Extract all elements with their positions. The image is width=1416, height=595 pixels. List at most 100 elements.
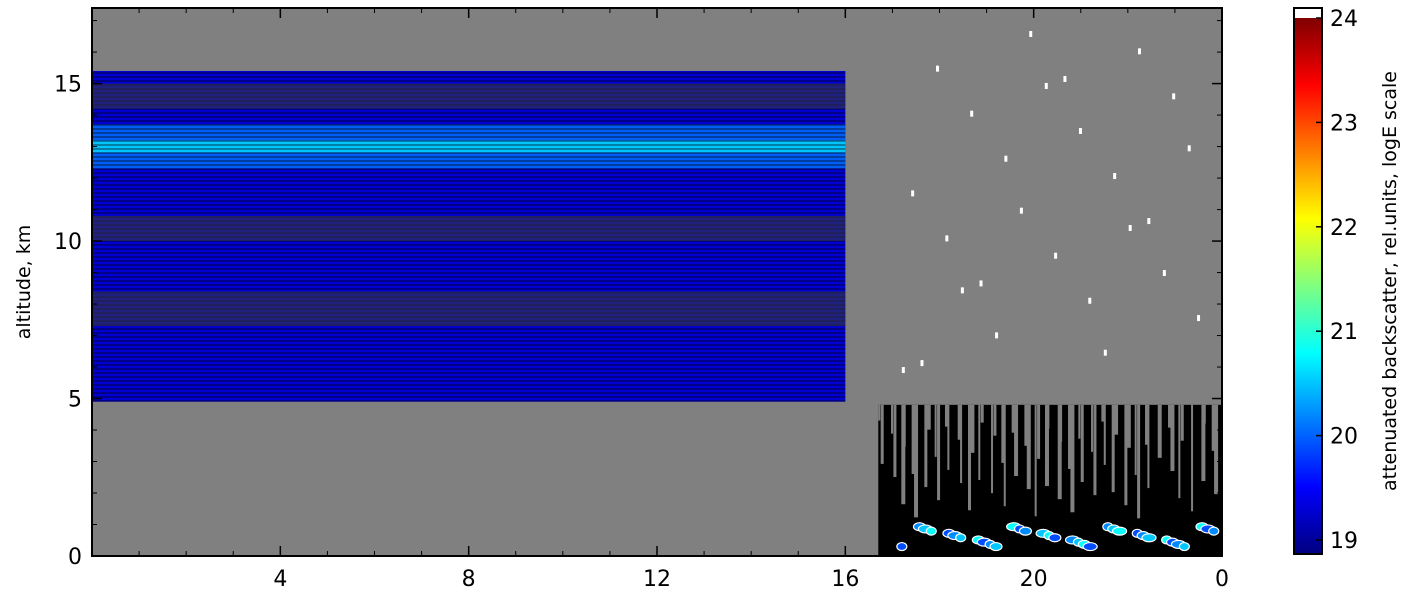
sparse-point xyxy=(1187,145,1191,152)
boundary-spike xyxy=(1026,404,1031,490)
colorbar-label: attenuated backscatter, rel.units, logE … xyxy=(1379,71,1401,491)
colorbar-ticks: 19 20 21 22 23 24 xyxy=(1316,7,1358,554)
sparse-point xyxy=(1063,76,1067,83)
sparse-point xyxy=(1004,155,1008,162)
cloud-spot xyxy=(955,533,967,543)
cloud-spot xyxy=(1141,533,1157,543)
sparse-point xyxy=(979,280,983,287)
boundary-spike xyxy=(1157,404,1162,458)
boundary-spike xyxy=(1034,404,1037,517)
boundary-spike xyxy=(1126,404,1131,448)
x-tick-label: 16 xyxy=(831,567,859,592)
layer-gap-1 xyxy=(92,291,846,327)
boundary-spike xyxy=(1103,404,1106,465)
boundary-spike xyxy=(1078,404,1081,439)
boundary-spike xyxy=(1047,404,1050,429)
y-axis: 0 5 10 15 xyxy=(54,20,1222,570)
boundary-spike xyxy=(1201,404,1206,482)
sparse-point xyxy=(1029,30,1033,37)
boundary-spike xyxy=(1111,404,1115,493)
sparse-point xyxy=(960,287,964,294)
boundary-spike xyxy=(1060,404,1063,442)
boundary-spike xyxy=(1214,404,1219,495)
sparse-point xyxy=(945,235,949,242)
boundary-spike xyxy=(1211,404,1215,451)
sparse-point xyxy=(1197,315,1201,322)
cloud-spot xyxy=(1111,526,1128,536)
boundary-spike xyxy=(880,404,884,464)
cloud-spot xyxy=(989,541,1003,552)
boundary-spike xyxy=(980,404,984,423)
colorbar-tick-label: 21 xyxy=(1330,320,1358,345)
cloud-spot xyxy=(1018,526,1033,536)
sparse-point xyxy=(1113,173,1117,180)
colorbar-tick-label: 19 xyxy=(1330,529,1358,554)
boundary-spike xyxy=(1147,404,1150,489)
boundary-spike xyxy=(993,404,997,436)
boundary-spike xyxy=(991,404,994,494)
boundary-spike xyxy=(960,404,963,484)
boundary-spike xyxy=(970,404,975,453)
boundary-spike xyxy=(1080,404,1084,483)
colorbar-tick-label: 20 xyxy=(1330,425,1358,450)
boundary-spike xyxy=(1134,404,1137,475)
y-tick-label: 5 xyxy=(68,388,82,413)
x-tick-label: 0 xyxy=(1215,567,1229,592)
boundary-spike xyxy=(1178,404,1181,499)
x-axis: 4 8 12 16 20 0 xyxy=(138,8,1229,592)
x-tick-label: 8 xyxy=(462,567,476,592)
sparse-point xyxy=(901,367,905,374)
sparse-point xyxy=(1103,349,1107,356)
boundary-spike xyxy=(1145,404,1150,445)
cloud-spot xyxy=(1208,526,1220,536)
boundary-spike xyxy=(1191,404,1194,512)
sparse-point xyxy=(1138,48,1142,55)
boundary-spike xyxy=(1011,404,1015,433)
sparse-point xyxy=(970,110,974,117)
y-tick-label: 10 xyxy=(54,230,82,255)
boundary-spike xyxy=(1091,404,1094,452)
sparse-point xyxy=(1162,270,1166,277)
sparse-point xyxy=(1078,127,1082,134)
sparse-point xyxy=(911,190,915,197)
colorbar-tick-label: 23 xyxy=(1330,111,1358,136)
boundary-spike xyxy=(1014,404,1019,477)
sparse-point xyxy=(1147,218,1151,225)
boundary-spike xyxy=(1101,404,1106,422)
colorbar xyxy=(1294,18,1322,554)
boundary-spike xyxy=(1093,404,1097,496)
boundary-spike xyxy=(1180,404,1184,441)
sparse-point xyxy=(936,65,940,72)
boundary-spike xyxy=(891,404,894,434)
y-tick-label: 0 xyxy=(68,545,82,570)
boundary-spike xyxy=(901,404,906,505)
colorbar-frame xyxy=(1293,7,1323,555)
sparse-point xyxy=(995,332,999,339)
layer-gap-0 xyxy=(92,83,846,109)
heatmap-layers xyxy=(92,30,1222,556)
boundary-spike xyxy=(1044,404,1049,487)
sparse-point xyxy=(920,360,924,367)
sparse-point xyxy=(1054,252,1058,259)
sparse-point xyxy=(1044,82,1048,89)
colorbar-white-cap xyxy=(1294,8,1322,18)
boundary-spike xyxy=(1168,404,1172,428)
sparse-point xyxy=(1019,207,1023,214)
cloud-spot xyxy=(925,526,937,536)
boundary-spike xyxy=(1203,404,1206,424)
sparse-point xyxy=(1172,93,1176,100)
boundary-spike xyxy=(1068,404,1072,469)
boundary-spike xyxy=(911,404,915,474)
boundary-spike xyxy=(1003,404,1006,507)
boundary-spike xyxy=(944,404,949,427)
boundary-spike xyxy=(924,404,928,488)
cloud-spot xyxy=(896,541,908,552)
boundary-spike xyxy=(1124,404,1128,506)
y-tick-label: 15 xyxy=(54,73,82,98)
boundary-spike xyxy=(903,404,906,447)
cloud-spot xyxy=(1082,541,1098,552)
boundary-spike xyxy=(1070,404,1075,513)
boundary-spike xyxy=(893,404,897,478)
boundary-spike xyxy=(926,404,931,430)
